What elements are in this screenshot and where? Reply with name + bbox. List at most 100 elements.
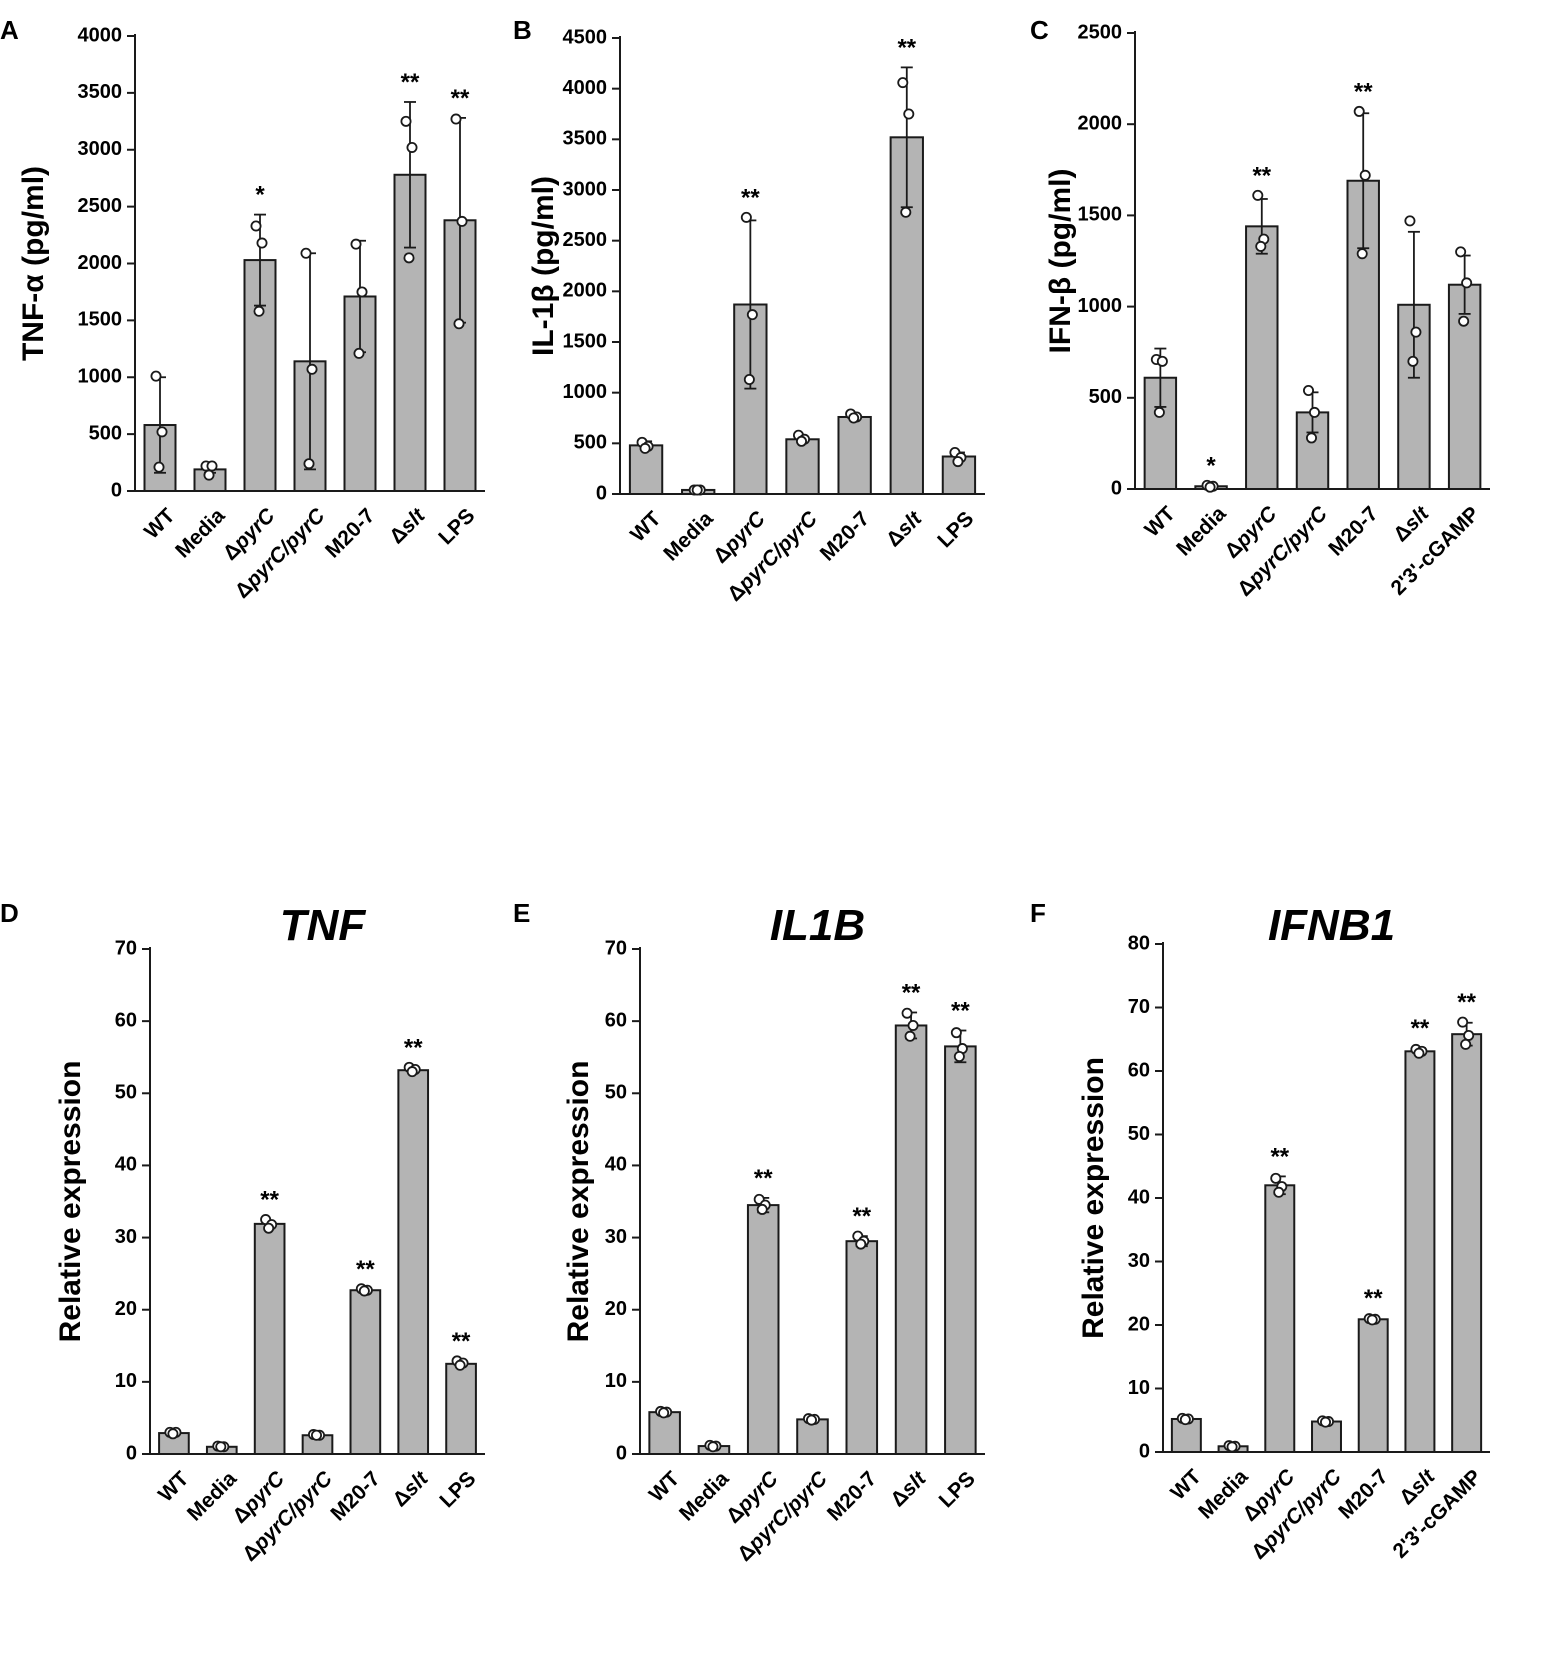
data-point — [903, 108, 915, 120]
data-point — [454, 1359, 466, 1371]
y-axis-label: Relative expression — [54, 1061, 87, 1343]
bar — [1357, 1318, 1389, 1454]
y-tick-label: 50 — [115, 1082, 137, 1104]
y-tick-label: 20 — [1128, 1313, 1150, 1335]
y-tick-label: 1000 — [78, 366, 123, 388]
x-tick-text: Media — [660, 507, 719, 566]
y-tick-label: 60 — [605, 1009, 627, 1031]
significance-label: ** — [852, 1203, 871, 1230]
data-point — [1353, 105, 1365, 117]
y-tick-label: 3000 — [78, 138, 123, 160]
significance-label: ** — [356, 1256, 375, 1283]
significance-label: * — [255, 182, 265, 209]
data-point — [900, 206, 912, 218]
x-tick-label: Δslt — [887, 1467, 932, 1512]
panel-letter: B — [513, 15, 532, 45]
data-point — [203, 469, 215, 481]
y-tick-label: 70 — [115, 937, 137, 959]
y-tick-label: 40 — [605, 1154, 627, 1176]
x-tick-text: Media — [1172, 502, 1231, 561]
significance-label: ** — [1270, 1143, 1289, 1170]
significance-label: ** — [951, 998, 970, 1025]
y-tick-label: 2000 — [78, 252, 123, 274]
data-point — [153, 461, 165, 473]
x-tick-label: WT — [1167, 1465, 1206, 1504]
y-tick-label: 1000 — [1078, 295, 1123, 317]
data-point — [250, 220, 262, 232]
panel-e: E IL1B Relative expression 0 10 20 30 40 50 60 70 W… — [513, 898, 985, 1566]
y-tick-label: 2500 — [78, 195, 123, 217]
significance-label: ** — [741, 184, 760, 211]
panel-b: B IL-1β (pg/ml) 0 500 1000 1500 2000 2500 3000 35… — [513, 15, 985, 606]
bar — [1447, 283, 1482, 490]
y-axis-label: Relative expression — [1077, 1057, 1110, 1339]
x-tick-label: Media — [171, 504, 230, 563]
x-tick-label: Δslt — [389, 1467, 434, 1512]
data-point — [1309, 406, 1321, 418]
data-point — [358, 1285, 370, 1297]
significance-label: ** — [401, 69, 420, 96]
significance-label: ** — [452, 1328, 471, 1355]
y-tick-label: 0 — [1139, 1440, 1150, 1462]
y-tick-label: 2000 — [563, 280, 608, 302]
bar — [349, 1289, 382, 1455]
bar — [837, 415, 872, 495]
data-point — [740, 211, 752, 223]
panel-a: A TNF-α (pg/ml) 0 500 1000 1500 2000 2500 3000 35… — [0, 15, 485, 603]
significance-label: ** — [1252, 162, 1271, 189]
panel-letter: F — [1030, 898, 1046, 928]
x-tick-text: M20-7 — [1335, 1465, 1393, 1523]
x-tick-label: LPS — [435, 504, 480, 549]
y-axis-label: TNF-α (pg/ml) — [17, 166, 50, 361]
significance-label: ** — [902, 979, 921, 1006]
chart-title: IFNB1 — [1268, 901, 1395, 950]
x-tick-label: WT — [140, 504, 179, 543]
data-point — [848, 412, 860, 424]
y-tick-label: 40 — [115, 1154, 137, 1176]
x-tick-label: Media — [660, 507, 719, 566]
y-tick-label: 60 — [1128, 1059, 1150, 1081]
y-tick-label: 50 — [1128, 1123, 1150, 1145]
y-tick-label: 1500 — [563, 330, 608, 352]
data-point — [743, 373, 755, 385]
data-point — [746, 309, 758, 321]
data-point — [639, 442, 651, 454]
data-point — [756, 1203, 768, 1215]
x-tick-text: M20-7 — [321, 504, 379, 562]
data-point — [406, 1066, 418, 1078]
chart-title: TNF — [280, 901, 367, 950]
data-point — [350, 238, 362, 250]
data-point — [206, 460, 218, 472]
data-point — [707, 1441, 719, 1453]
x-tick-label: Δslt — [385, 504, 430, 549]
x-tick-label: M20-7 — [1335, 1465, 1393, 1523]
x-tick-text: WT — [140, 504, 179, 543]
x-tick-label: M20-7 — [1325, 502, 1383, 560]
y-tick-label: 500 — [1089, 386, 1122, 408]
significance-label: ** — [260, 1187, 279, 1214]
data-point — [806, 1414, 818, 1426]
x-tick-label: WT — [154, 1467, 193, 1506]
x-tick-text: M20-7 — [823, 1467, 881, 1525]
bar — [443, 219, 477, 492]
data-point — [400, 115, 412, 127]
x-tick-text: WT — [1141, 502, 1180, 541]
x-tick-label: M20-7 — [321, 504, 379, 562]
data-point — [1303, 385, 1315, 397]
data-point — [1320, 1416, 1332, 1428]
data-point — [306, 363, 318, 375]
data-point — [1179, 1414, 1191, 1426]
bar — [343, 295, 377, 492]
bar — [1451, 1033, 1483, 1454]
x-tick-label: M20-7 — [327, 1467, 385, 1525]
data-point — [1463, 1029, 1475, 1041]
y-axis-label: IL-1β (pg/ml) — [527, 176, 560, 356]
data-point — [450, 113, 462, 125]
y-tick-label: 4000 — [563, 77, 608, 99]
data-point — [907, 1019, 919, 1031]
y-tick-label: 3500 — [563, 128, 608, 150]
data-point — [167, 1428, 179, 1440]
y-tick-label: 0 — [126, 1442, 137, 1464]
bar — [253, 1222, 286, 1455]
